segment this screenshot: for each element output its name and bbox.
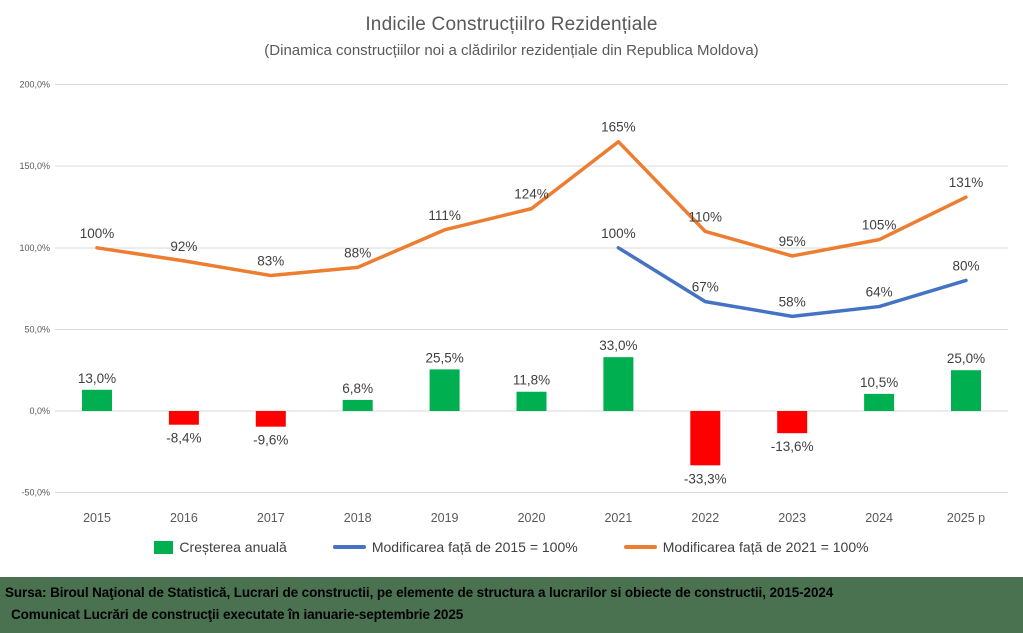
x-axis-tick-label: 2021 [604,511,632,525]
bar-data-label: -33,3% [684,471,727,486]
y-axis-tick-label: 200,0% [19,80,50,90]
legend-label: Modificarea față de 2015 = 100% [371,539,578,555]
line-data-label: 100% [80,226,115,241]
x-axis-tick-label: 2016 [170,511,198,525]
bar [951,370,981,411]
chart-legend: Creșterea anuală Modificarea față de 2015… [0,539,1023,555]
line-data-label: 64% [866,285,893,300]
bar [429,369,460,411]
x-axis-tick-label: 2020 [518,511,546,525]
x-axis-tick-label: 2018 [344,511,372,525]
bar-data-label: -13,6% [771,439,814,454]
bar-line-chart-plot: 200,0% 150,0% 100,0% 50,0% 0,0% -50,0% 13,0% -8… [19,80,1008,525]
line-data-label: 58% [779,294,806,309]
bar-data-label: 13,0% [78,371,116,386]
y-axis-tick-label: 0,0% [29,406,50,416]
x-axis-tick-label: 2022 [691,511,719,525]
bar [82,389,112,411]
y-axis-tick-label: 50,0% [24,324,50,334]
legend-label: Creșterea anuală [179,539,287,555]
bar-data-label: 25,0% [947,351,985,366]
legend-item-1: Modificarea față de 2015 = 100% [332,539,578,555]
line-series [616,246,968,319]
bar [864,393,895,411]
bar [255,411,286,427]
bar-data-label: 33,0% [599,338,637,353]
legend-label: Modificarea față de 2021 = 100% [662,539,869,555]
bar [516,391,547,411]
x-axis-tick-label: 2025 p [947,511,985,525]
line-data-label: 111% [428,208,461,223]
bar-data-label: 6,8% [342,381,373,396]
chart-subtitle: (Dinamica construcțiilor noi a clădirilo… [264,42,759,59]
line-data-label: 131% [949,175,984,190]
bar-data-label: -8,4% [166,431,201,446]
x-axis-tick-label: 2023 [778,511,806,525]
bar [168,411,199,425]
bar-data-label: 10,5% [860,375,898,390]
line-data-label: 80% [952,258,979,273]
bar-data-label: 11,8% [513,373,550,388]
bar [777,411,808,434]
y-axis-tick-label: 150,0% [19,161,50,171]
x-axis-tick-label: 2015 [83,511,111,525]
line-data-label: 88% [344,245,371,260]
legend-swatch-square-icon [154,540,174,554]
y-axis-tick-label: -50,0% [21,488,50,498]
bar [603,357,634,411]
y-axis-tick-label: 100,0% [19,243,50,253]
x-axis-tick-label: 2024 [865,511,893,525]
legend-item-0: Creșterea anuală [154,539,287,555]
line-data-label: 105% [862,218,897,233]
legend-swatch-line-icon [332,545,366,549]
source-note: Sursa: Biroul Naţional de Statistică, Lu… [0,577,1023,633]
legend-swatch-line-icon [623,545,657,549]
line-data-label: 92% [170,239,197,254]
line-data-label: 165% [601,120,636,135]
line-series [95,139,968,278]
legend-item-2: Modificarea față de 2021 = 100% [623,539,869,555]
bar [342,399,373,411]
bar [690,411,721,466]
bar-data-label: -9,6% [253,433,288,448]
bar-data-label: 25,5% [425,350,463,365]
line-data-label: 110% [689,209,723,224]
source-note-line2: Comunicat Lucrări de construcţii executa… [11,607,464,622]
x-axis-tick-label: 2017 [257,511,285,525]
line-data-label: 83% [257,254,284,269]
line-data-label: 95% [779,234,806,249]
line-data-label: 124% [514,187,549,202]
line-data-label: 67% [692,280,719,295]
line-data-label: 100% [601,226,636,241]
x-axis-tick-label: 2019 [431,511,459,525]
chart-title: Indicile Construcțiilro Rezidențiale [365,14,658,35]
source-note-line1: Sursa: Biroul Naţional de Statistică, Lu… [5,585,834,600]
